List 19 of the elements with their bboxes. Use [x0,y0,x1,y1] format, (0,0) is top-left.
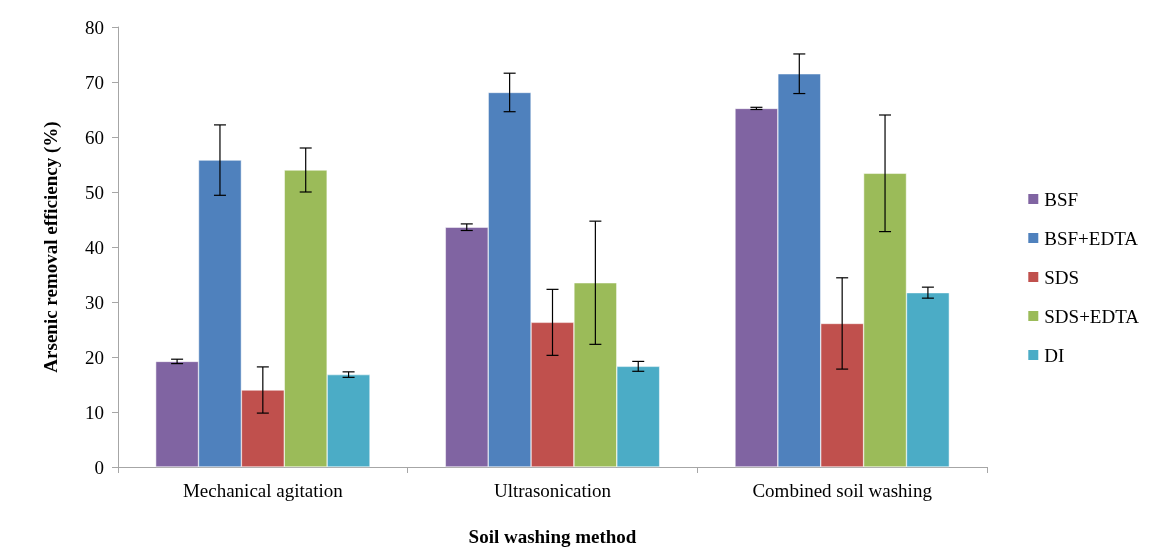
legend-label: SDS [1044,266,1080,288]
y-tick-label: 20 [85,346,104,368]
x-tick-label: Mechanical agitation [182,480,344,501]
x-tick-label: Combined soil washing [752,480,933,501]
y-tick-label: 40 [85,236,104,258]
legend-label: SDS+EDTA [1044,305,1140,327]
y-tick-label: 60 [85,126,104,148]
x-tick-label: Ultrasonication [493,480,612,501]
legend-label: BSF [1044,188,1079,210]
y-tick-label: 10 [85,401,104,423]
y-tick-label: 50 [85,181,104,203]
y-tick-label: 0 [94,456,104,478]
legend-label: BSF+EDTA [1044,227,1139,249]
y-axis-title: Arsenic removal efficiency (%) [40,121,62,373]
y-tick-label: 70 [85,71,104,93]
x-axis-title: Soil washing method [468,526,637,547]
y-tick-label: 30 [85,291,104,313]
y-tick-label: 80 [85,16,104,38]
legend-label: DI [1044,344,1065,366]
